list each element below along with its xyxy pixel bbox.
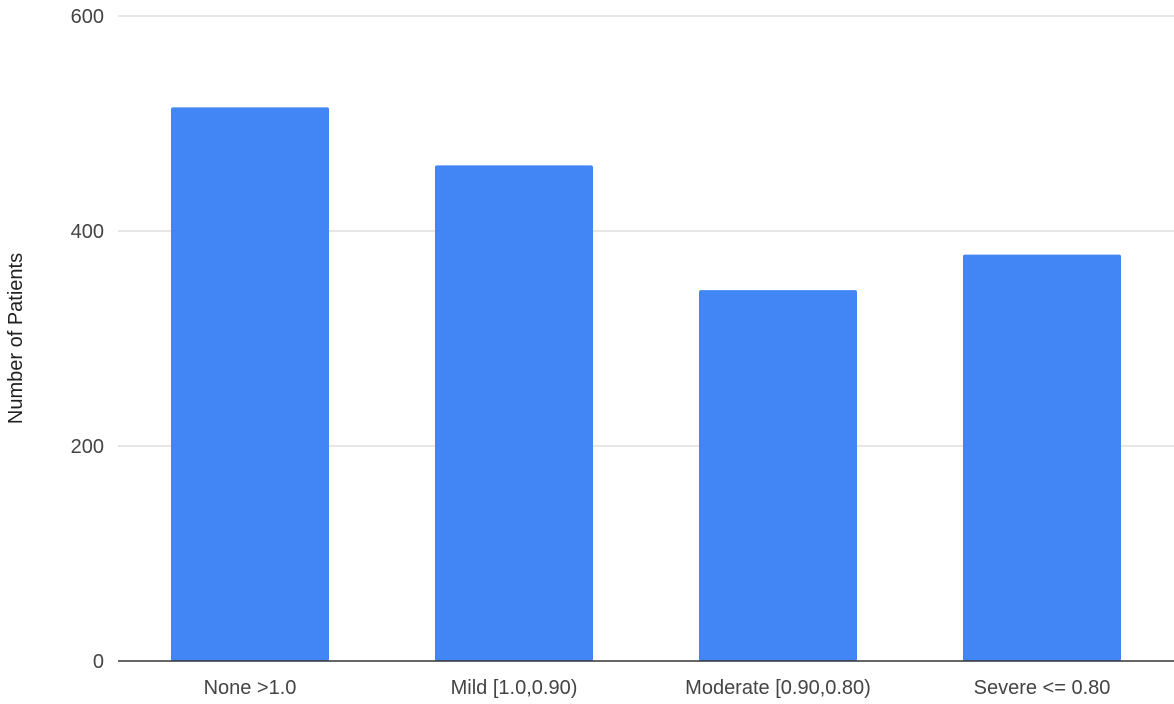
x-tick-label: Moderate [0.90,0.80) xyxy=(685,677,871,699)
y-axis-title: Number of Patients xyxy=(5,253,27,424)
x-tick-labels: None >1.0 Mild [1.0,0.90) Moderate [0.90,0… xyxy=(204,677,1111,699)
bar xyxy=(699,290,857,661)
x-tick-label: Mild [1.0,0.90) xyxy=(451,677,578,699)
y-tick-labels: 0 200 400 600 xyxy=(71,6,104,673)
bar xyxy=(435,165,593,662)
x-tick-label: Severe <= 0.80 xyxy=(974,677,1111,699)
bars xyxy=(171,107,1121,662)
bar xyxy=(171,107,329,661)
bar xyxy=(963,254,1121,661)
y-tick-label: 400 xyxy=(71,221,104,243)
y-tick-label: 600 xyxy=(71,6,104,28)
y-tick-label: 0 xyxy=(93,651,104,673)
x-tick-label: None >1.0 xyxy=(204,677,297,699)
y-tick-label: 200 xyxy=(71,436,104,458)
